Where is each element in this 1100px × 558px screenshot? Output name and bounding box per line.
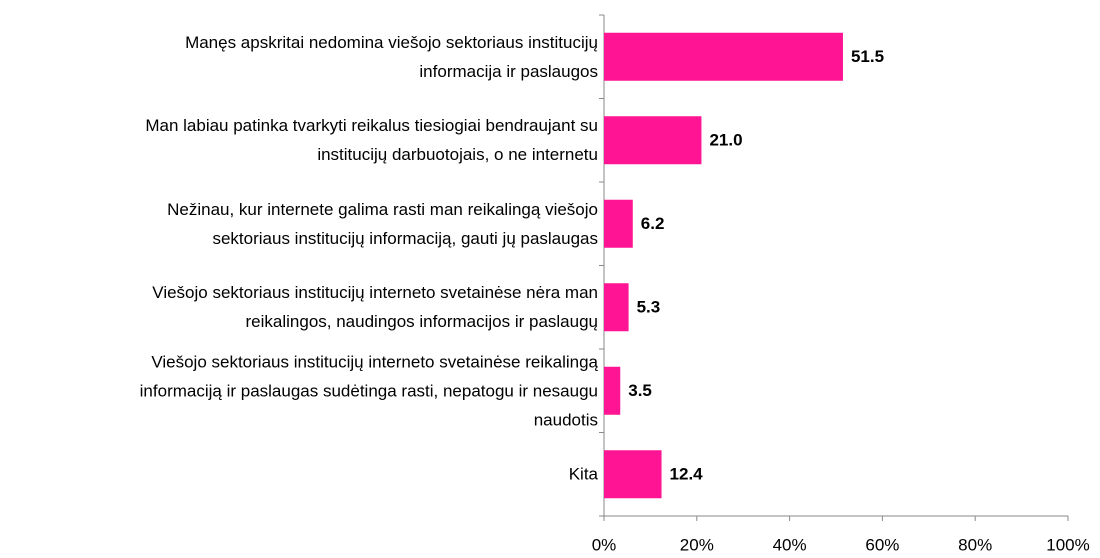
data-label: 51.5	[851, 47, 884, 66]
bar	[604, 116, 702, 165]
bar	[604, 366, 621, 415]
x-tick-label: 20%	[680, 535, 714, 554]
x-tick-label: 0%	[592, 535, 617, 554]
x-tick-label: 100%	[1046, 535, 1089, 554]
category-label: Viešojo sektoriaus institucijų interneto…	[152, 283, 598, 332]
category-label: Nežinau, kur internete galima rasti man …	[167, 199, 598, 248]
data-label: 12.4	[670, 465, 704, 484]
bar	[604, 199, 633, 248]
x-tick-label: 60%	[865, 535, 899, 554]
bar	[604, 283, 629, 332]
category-label: Viešojo sektoriaus institucijų interneto…	[139, 352, 598, 430]
x-tick-label: 40%	[773, 535, 807, 554]
category-label: Kita	[568, 464, 598, 484]
data-label: 5.3	[637, 298, 661, 317]
data-label: 3.5	[628, 381, 652, 400]
bar	[604, 32, 843, 81]
bar	[604, 450, 662, 499]
category-label: Manęs apskritai nedomina viešojo sektori…	[185, 32, 598, 81]
category-label: Man labiau patinka tvarkyti reikalus tie…	[145, 116, 598, 165]
data-label: 6.2	[641, 214, 665, 233]
x-tick-label: 80%	[958, 535, 992, 554]
data-label: 21.0	[709, 131, 742, 150]
